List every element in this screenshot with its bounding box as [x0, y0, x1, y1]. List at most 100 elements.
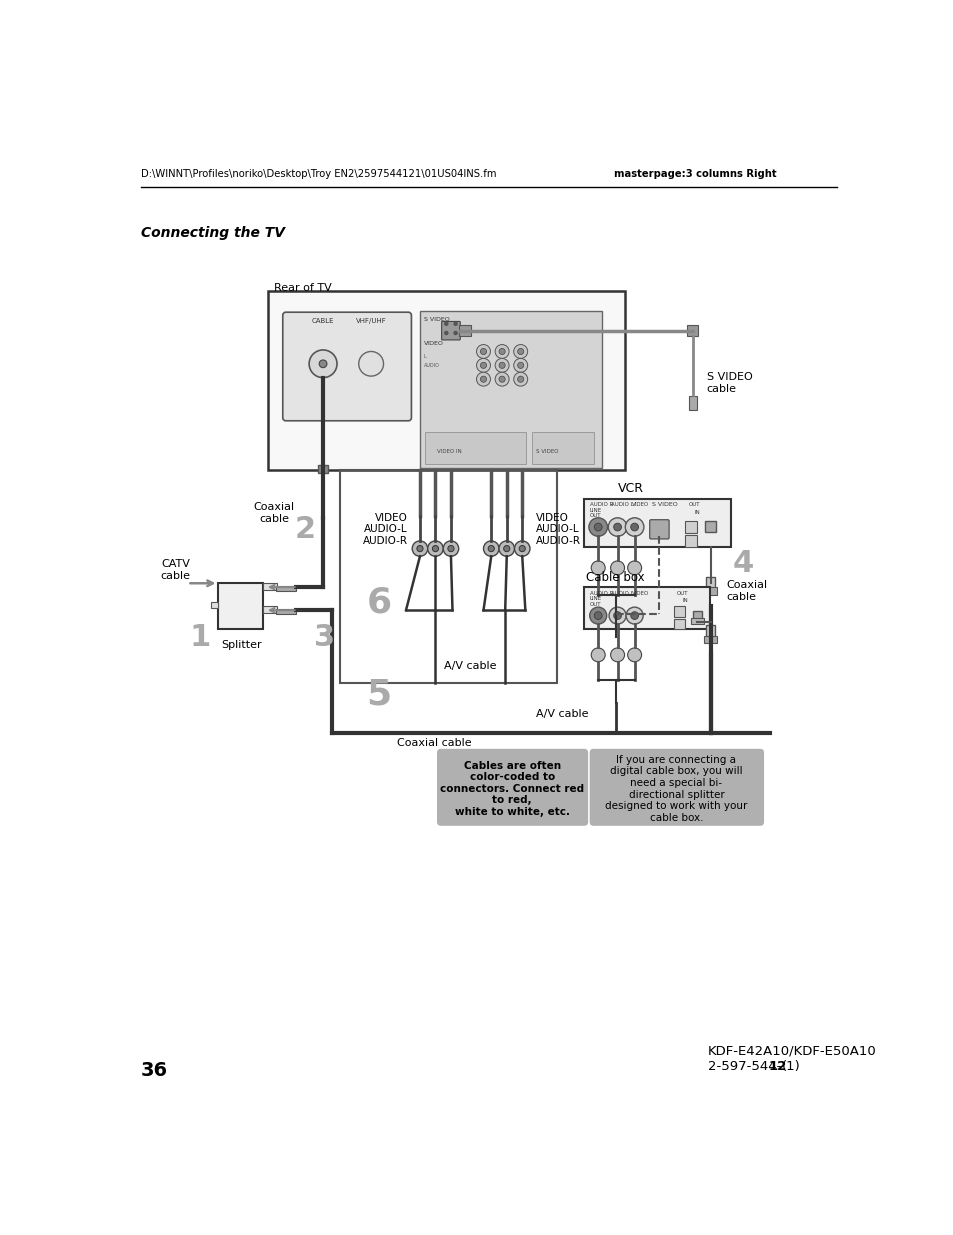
Circle shape	[630, 524, 638, 531]
Circle shape	[613, 611, 620, 620]
Circle shape	[627, 561, 641, 574]
Text: A/V cable: A/V cable	[443, 661, 497, 671]
Circle shape	[594, 611, 601, 620]
Circle shape	[476, 345, 490, 358]
Text: 5: 5	[366, 678, 391, 711]
FancyBboxPatch shape	[441, 321, 459, 340]
Text: AUDIO L: AUDIO L	[611, 590, 634, 595]
Circle shape	[594, 524, 601, 531]
Text: Cables are often
color-coded to
connectors. Connect red
to red,
white to white, : Cables are often color-coded to connecto…	[439, 761, 583, 818]
Bar	[263, 583, 277, 590]
Text: VIDEO IN: VIDEO IN	[436, 450, 461, 454]
Bar	[275, 609, 295, 614]
Text: IN: IN	[694, 510, 700, 515]
Circle shape	[513, 358, 527, 372]
Text: AUDIO-R: AUDIO-R	[536, 536, 580, 546]
Text: 12: 12	[768, 1060, 786, 1072]
Circle shape	[498, 348, 505, 354]
Circle shape	[412, 541, 427, 556]
Text: OUT: OUT	[589, 601, 600, 606]
Text: masterpage:3 columns Right: masterpage:3 columns Right	[613, 169, 776, 179]
Text: Rear of TV: Rear of TV	[274, 283, 332, 294]
Text: VIDEO: VIDEO	[632, 590, 649, 595]
Text: Coaxial cable: Coaxial cable	[396, 739, 471, 748]
FancyBboxPatch shape	[436, 748, 587, 826]
Circle shape	[608, 517, 626, 536]
Circle shape	[427, 541, 443, 556]
Text: 36: 36	[141, 1061, 168, 1081]
Text: OUT: OUT	[589, 513, 600, 517]
Circle shape	[589, 608, 606, 624]
Text: 2-597-544-: 2-597-544-	[707, 1060, 781, 1072]
Circle shape	[483, 541, 498, 556]
Text: D:\WINNT\Profiles\noriko\Desktop\Troy EN2\2597544121\01US04INS.fm: D:\WINNT\Profiles\noriko\Desktop\Troy EN…	[141, 169, 496, 179]
Circle shape	[517, 377, 523, 383]
Text: IN: IN	[682, 599, 688, 604]
Circle shape	[498, 362, 505, 368]
Text: OUT: OUT	[688, 503, 700, 508]
FancyBboxPatch shape	[282, 312, 411, 421]
Circle shape	[498, 541, 514, 556]
Bar	[458, 325, 471, 336]
Circle shape	[495, 358, 509, 372]
Circle shape	[588, 517, 607, 536]
Circle shape	[319, 359, 327, 368]
Bar	[704, 521, 716, 531]
Circle shape	[358, 352, 383, 377]
Bar	[691, 618, 703, 624]
Circle shape	[476, 358, 490, 372]
Text: Connecting the TV: Connecting the TV	[141, 226, 285, 240]
Circle shape	[517, 362, 523, 368]
Text: S VIDEO: S VIDEO	[423, 317, 449, 322]
Circle shape	[480, 377, 486, 383]
Text: 6: 6	[366, 585, 391, 620]
Text: S VIDEO
cable: S VIDEO cable	[706, 372, 752, 394]
Bar	[263, 606, 277, 614]
Circle shape	[443, 541, 458, 556]
Text: A/V cable: A/V cable	[535, 709, 587, 719]
Text: AUDIO-L: AUDIO-L	[536, 525, 579, 535]
Bar	[340, 471, 557, 683]
Bar	[703, 587, 716, 595]
Circle shape	[480, 348, 486, 354]
Text: 4: 4	[732, 550, 753, 578]
Bar	[531, 431, 593, 464]
Bar	[425, 431, 525, 464]
Text: LINE: LINE	[589, 597, 601, 601]
Text: Cable box: Cable box	[585, 572, 644, 584]
Text: Splitter: Splitter	[221, 640, 262, 650]
Circle shape	[444, 322, 447, 325]
Circle shape	[517, 348, 523, 354]
Bar	[684, 535, 697, 547]
Text: S VIDEO: S VIDEO	[536, 450, 558, 454]
Text: AUDIO R: AUDIO R	[589, 503, 613, 508]
Circle shape	[627, 648, 641, 662]
Text: (1): (1)	[781, 1060, 800, 1072]
FancyBboxPatch shape	[589, 748, 763, 826]
Bar	[275, 585, 295, 592]
Circle shape	[518, 546, 525, 552]
Circle shape	[591, 648, 604, 662]
Circle shape	[513, 372, 527, 387]
Circle shape	[591, 561, 604, 574]
Bar	[583, 499, 731, 547]
Circle shape	[514, 541, 530, 556]
Text: S VIDEO: S VIDEO	[652, 503, 678, 508]
Text: LINE: LINE	[589, 508, 601, 513]
Bar	[703, 636, 716, 642]
Text: VHF/UHF: VHF/UHF	[355, 319, 386, 325]
Text: OUT: OUT	[677, 590, 688, 595]
Circle shape	[488, 546, 494, 552]
Text: VCR: VCR	[618, 482, 643, 495]
Text: VIDEO: VIDEO	[536, 513, 569, 522]
Circle shape	[432, 546, 438, 552]
Circle shape	[480, 362, 486, 368]
Text: AUDIO R: AUDIO R	[589, 590, 613, 595]
Circle shape	[416, 546, 422, 552]
Bar	[674, 606, 684, 618]
Circle shape	[309, 350, 336, 378]
Bar	[686, 325, 698, 336]
Text: CABLE: CABLE	[312, 319, 334, 325]
Circle shape	[608, 608, 625, 624]
Bar	[688, 396, 696, 410]
